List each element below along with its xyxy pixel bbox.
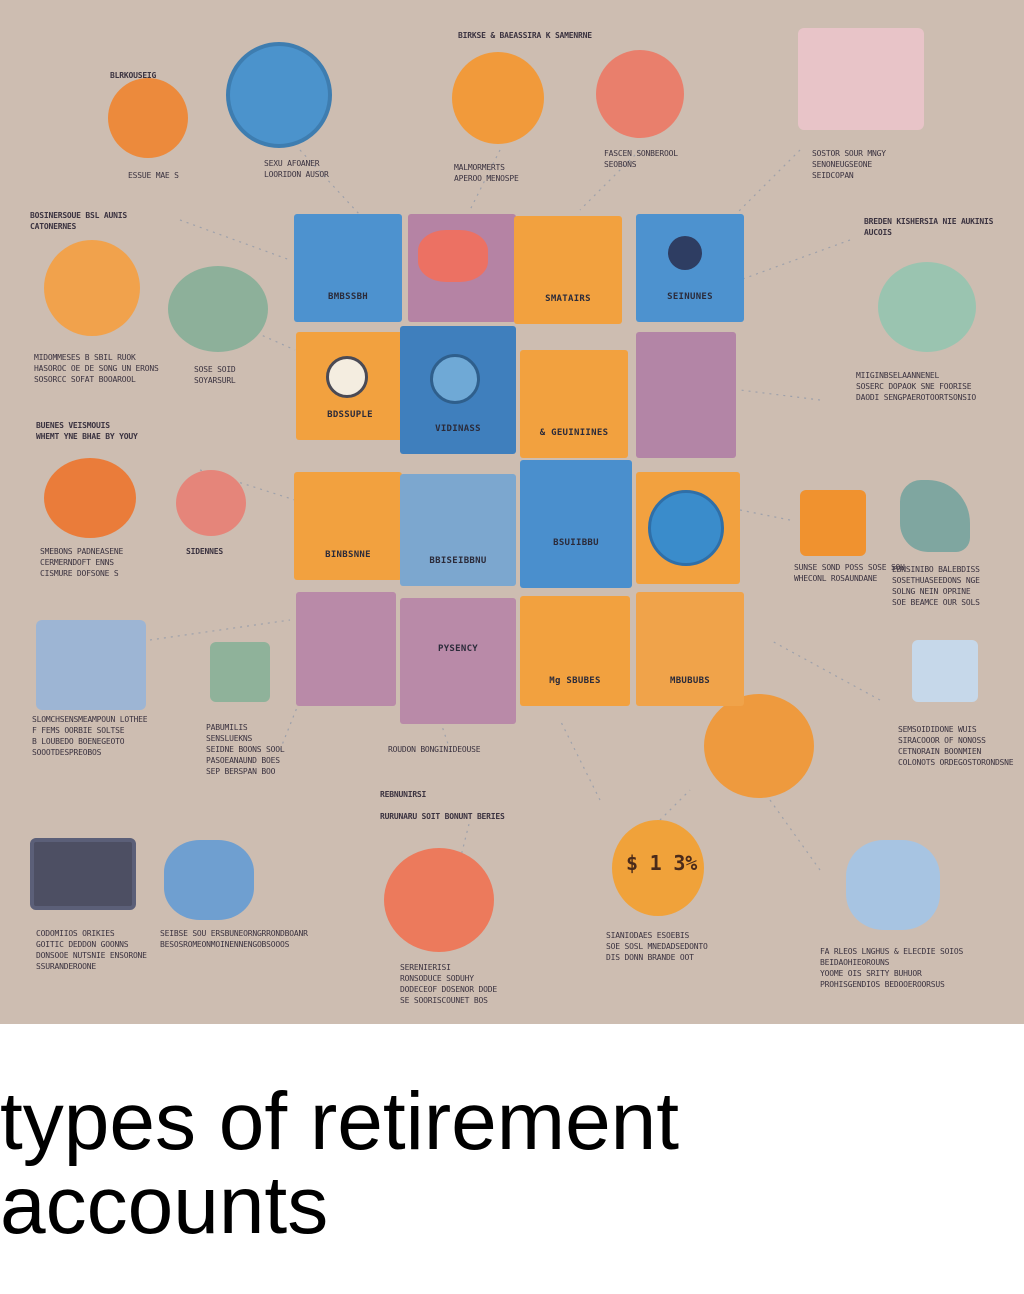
tile-label: SEINUNES: [667, 292, 713, 302]
note-5: FASCEN SONBEROOL SEOBONS: [604, 149, 678, 169]
note-4: MALMORMERTS APEROO MENOSPE: [454, 163, 519, 183]
retirement-blob-4: [596, 50, 684, 138]
tile-11: BSUIIBBU: [520, 460, 632, 588]
retirement-blob-7: [168, 266, 268, 352]
tile-16: MBUBUBS: [636, 592, 744, 706]
retirement-blob-10: [176, 470, 246, 536]
percent-badge: $ 1 3%: [626, 851, 698, 875]
tile-icon-a: [418, 230, 488, 282]
tile-13: [296, 592, 396, 706]
retirement-card-15: [912, 640, 978, 702]
retirement-blob-3: [452, 52, 544, 144]
tile-icon-b: [430, 354, 480, 404]
retirement-card-17: [30, 838, 136, 910]
tile-9: BINBSNNE: [294, 472, 402, 580]
note-18: PABUMILIS SENSLUEKNS SEIDNE BOONS SOOL P…: [206, 723, 285, 776]
tile-icon-c: [648, 490, 724, 566]
tile-7: & GEUINIINES: [520, 350, 628, 458]
note-20: REBNUNIRSI RURUNARU SOIT BONUNT BERIES: [380, 790, 505, 821]
retirement-blob-20: [612, 820, 704, 916]
tile-label: BDSSUPLE: [327, 410, 373, 420]
tile-1: BMBSSBH: [294, 214, 402, 322]
retirement-card-5: [798, 28, 924, 130]
tile-label: BSUIIBBU: [553, 538, 599, 548]
tile-label: BMBSSBH: [327, 292, 369, 302]
note-10: SOSE SOID SOYARSURL: [194, 365, 236, 385]
tile-label: MBUBUBS: [669, 676, 711, 686]
tile-label: Mg SBUBES: [549, 676, 601, 686]
retirement-blob-1: [108, 78, 188, 158]
tile-10: BBISEIBBNU: [400, 474, 516, 586]
retirement-blob-2: [226, 42, 332, 148]
tile-14: PYSENCY: [400, 598, 516, 724]
note-12: BUENES VEISMOUIS WHEMT YNE BHAE BY YOUY: [36, 421, 138, 441]
note-14: SIDENNES: [186, 547, 223, 556]
tile-icon-d: [668, 236, 702, 270]
note-25: SIANIODAES ESOEBIS SOE SOSL MNEDADSEDONT…: [606, 931, 708, 962]
note-24: SERENIERISI RONSODUCE SODUHY DODECEOF DO…: [400, 963, 497, 1005]
note-9: MIDOMMESES B SBIL RUOK HASOROC OE DE SON…: [34, 353, 159, 384]
retirement-blob-19: [384, 848, 494, 952]
retirement-blob-9: [44, 458, 136, 538]
tile-8: [636, 332, 736, 458]
note-26: FA RLEOS LNGHUS & ELECDIE SOIOS BEIDAOHI…: [820, 947, 964, 989]
caption-text: types of retirement accounts: [0, 1076, 680, 1251]
retirement-blob-21: [846, 840, 940, 930]
retirement-blob-16: [704, 694, 814, 798]
retirement-card-11: [800, 490, 866, 556]
tile-label: VIDINASS: [435, 424, 481, 434]
note-6: SOSTOR SOUR MNGY SENONEUGSEONE SEIDCOPAN: [812, 149, 886, 180]
retirement-blob-18: [164, 840, 254, 920]
tile-label: PYSENCY: [437, 644, 479, 654]
tile-icon-e: [326, 356, 368, 398]
top-banner: BIRKSE & BAEASSIRA K SAMENRNE: [458, 31, 592, 40]
note-17: SLOMCHSENSMEAMPOUN LOTHEE F FEMS OORBIE …: [32, 715, 148, 757]
note-13: SMEBONS PADNEASENE CERMERNDOFT ENNS CISM…: [40, 547, 124, 578]
tile-3: SMATAIRS: [514, 216, 622, 324]
infographic-artwork: BMBSSBH ZES'S SMATAIRS SEINUNES BDSSUPLE…: [0, 0, 1024, 1024]
note-16: EBNSINIBO BALEBDISS SOSETHUASEEDONS NGE …: [892, 565, 980, 607]
tile-label: & GEUINIINES: [539, 428, 609, 438]
note-8: BREDEN KISHERSIA NIE AUKINIS AUCOIS: [864, 217, 994, 237]
tile-15: Mg SBUBES: [520, 596, 630, 706]
note-3: SEXU AFOANER LOORIDON AUSOR: [264, 159, 329, 179]
retirement-blob-8: [878, 262, 976, 352]
tile-label: BBISEIBBNU: [429, 556, 487, 566]
retirement-blob-6: [44, 240, 140, 336]
note-19: ROUDON BONGINIDEOUSE: [388, 745, 481, 754]
retirement-card-14: [210, 642, 270, 702]
tile-label: SMATAIRS: [545, 294, 591, 304]
note-1: BLRKOUSEIG: [110, 71, 157, 80]
note-22: CODOMIIOS ORIKIES GOITIC DEDDON GOONNS D…: [36, 929, 147, 971]
note-23: SEIBSE SOU ERSBUNEORNGRRONDBOANR BESOSRO…: [160, 929, 308, 949]
note-15: SUNSE SOND POSS SOSE SOU WHECONL ROSAUND…: [794, 563, 905, 583]
note-21: SEMSOIDIDONE WUIS SIRACOOOR OF NONOSS CE…: [898, 725, 1014, 767]
tile-label: BINBSNNE: [325, 550, 371, 560]
note-2: ESSUE MAE S: [128, 171, 179, 180]
note-7: BOSINERSOUE BSL AUNIS CATONERNES: [30, 211, 127, 231]
note-11: MIIGINBSELAANNENEL SOSERC DOPAOK SNE FOO…: [856, 371, 977, 402]
retirement-card-13: [36, 620, 146, 710]
